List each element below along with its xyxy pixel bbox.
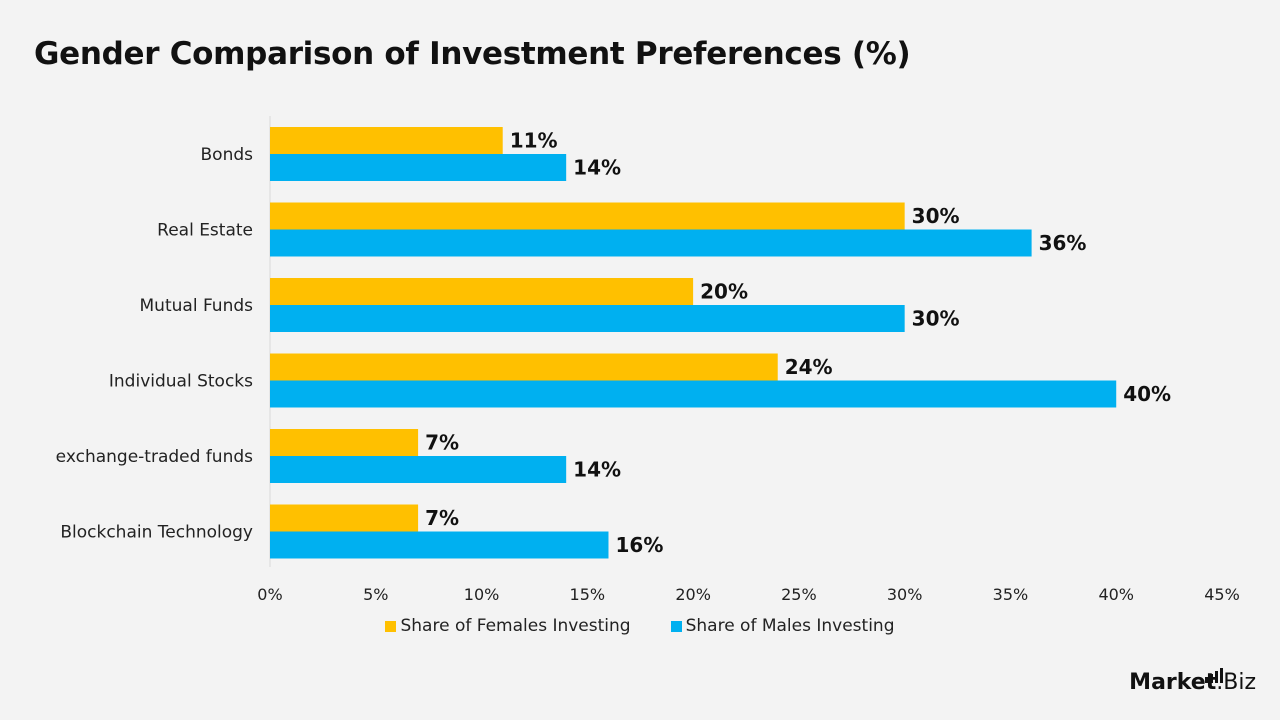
brand-logo: Market.Biz bbox=[1129, 668, 1256, 695]
data-label-females-blockchain-technology: 7% bbox=[425, 506, 459, 530]
legend-label-females: Share of Females Investing bbox=[400, 616, 631, 636]
bar-males-exchange-traded-funds bbox=[270, 456, 567, 483]
x-tick-label-15: 15% bbox=[570, 585, 606, 604]
data-label-females-bonds: 11% bbox=[510, 129, 558, 153]
bar-males-real-estate bbox=[270, 229, 1032, 257]
category-label-exchange-traded-funds: exchange-traded funds bbox=[56, 447, 253, 467]
bar-females-real-estate bbox=[270, 202, 905, 230]
data-label-females-real-estate: 30% bbox=[912, 204, 960, 228]
x-tick-label-25: 25% bbox=[781, 585, 817, 604]
x-tick-label-0: 0% bbox=[257, 585, 282, 604]
legend: Share of Females Investing Share of Male… bbox=[0, 616, 1280, 636]
data-label-males-bonds: 14% bbox=[573, 156, 621, 180]
category-label-mutual-funds: Mutual Funds bbox=[140, 296, 254, 316]
bar-males-bonds bbox=[270, 154, 567, 181]
bar-males-blockchain-technology bbox=[270, 531, 609, 559]
x-tick-label-20: 20% bbox=[675, 585, 711, 604]
legend-item-males: Share of Males Investing bbox=[670, 616, 895, 636]
category-label-bonds: Bonds bbox=[201, 145, 254, 165]
x-tick-label-5: 5% bbox=[363, 585, 388, 604]
data-label-males-exchange-traded-funds: 14% bbox=[573, 458, 621, 482]
bar-males-individual-stocks bbox=[270, 380, 1117, 408]
data-label-males-blockchain-technology: 16% bbox=[615, 533, 663, 557]
category-label-real-estate: Real Estate bbox=[157, 221, 253, 241]
x-tick-label-10: 10% bbox=[464, 585, 500, 604]
data-label-males-real-estate: 36% bbox=[1039, 231, 1087, 255]
bar-females-individual-stocks bbox=[270, 353, 778, 381]
x-tick-label-35: 35% bbox=[993, 585, 1029, 604]
legend-label-males: Share of Males Investing bbox=[685, 616, 895, 636]
data-label-males-mutual-funds: 30% bbox=[912, 307, 960, 331]
x-tick-label-45: 45% bbox=[1204, 585, 1240, 604]
legend-swatch-females bbox=[385, 620, 397, 632]
x-tick-label-30: 30% bbox=[887, 585, 923, 604]
bar-males-mutual-funds bbox=[270, 305, 905, 332]
data-label-females-individual-stocks: 24% bbox=[785, 355, 833, 379]
data-label-females-exchange-traded-funds: 7% bbox=[425, 431, 459, 455]
data-label-males-individual-stocks: 40% bbox=[1123, 382, 1171, 406]
bar-females-mutual-funds bbox=[270, 278, 694, 305]
chart-title: Gender Comparison of Investment Preferen… bbox=[34, 36, 911, 72]
bar-females-exchange-traded-funds bbox=[270, 429, 419, 456]
category-label-blockchain-technology: Blockchain Technology bbox=[60, 523, 253, 543]
logo-bars-icon bbox=[1205, 668, 1224, 683]
legend-swatch-males bbox=[670, 620, 682, 632]
data-label-females-mutual-funds: 20% bbox=[700, 280, 748, 304]
x-tick-label-40: 40% bbox=[1098, 585, 1134, 604]
legend-item-females: Share of Females Investing bbox=[385, 616, 631, 636]
brand-name-bold: Market bbox=[1129, 670, 1217, 695]
bar-females-blockchain-technology bbox=[270, 504, 419, 532]
bar-females-bonds bbox=[270, 127, 503, 154]
category-label-individual-stocks: Individual Stocks bbox=[109, 372, 253, 392]
brand-name-rest: .Biz bbox=[1216, 670, 1256, 695]
